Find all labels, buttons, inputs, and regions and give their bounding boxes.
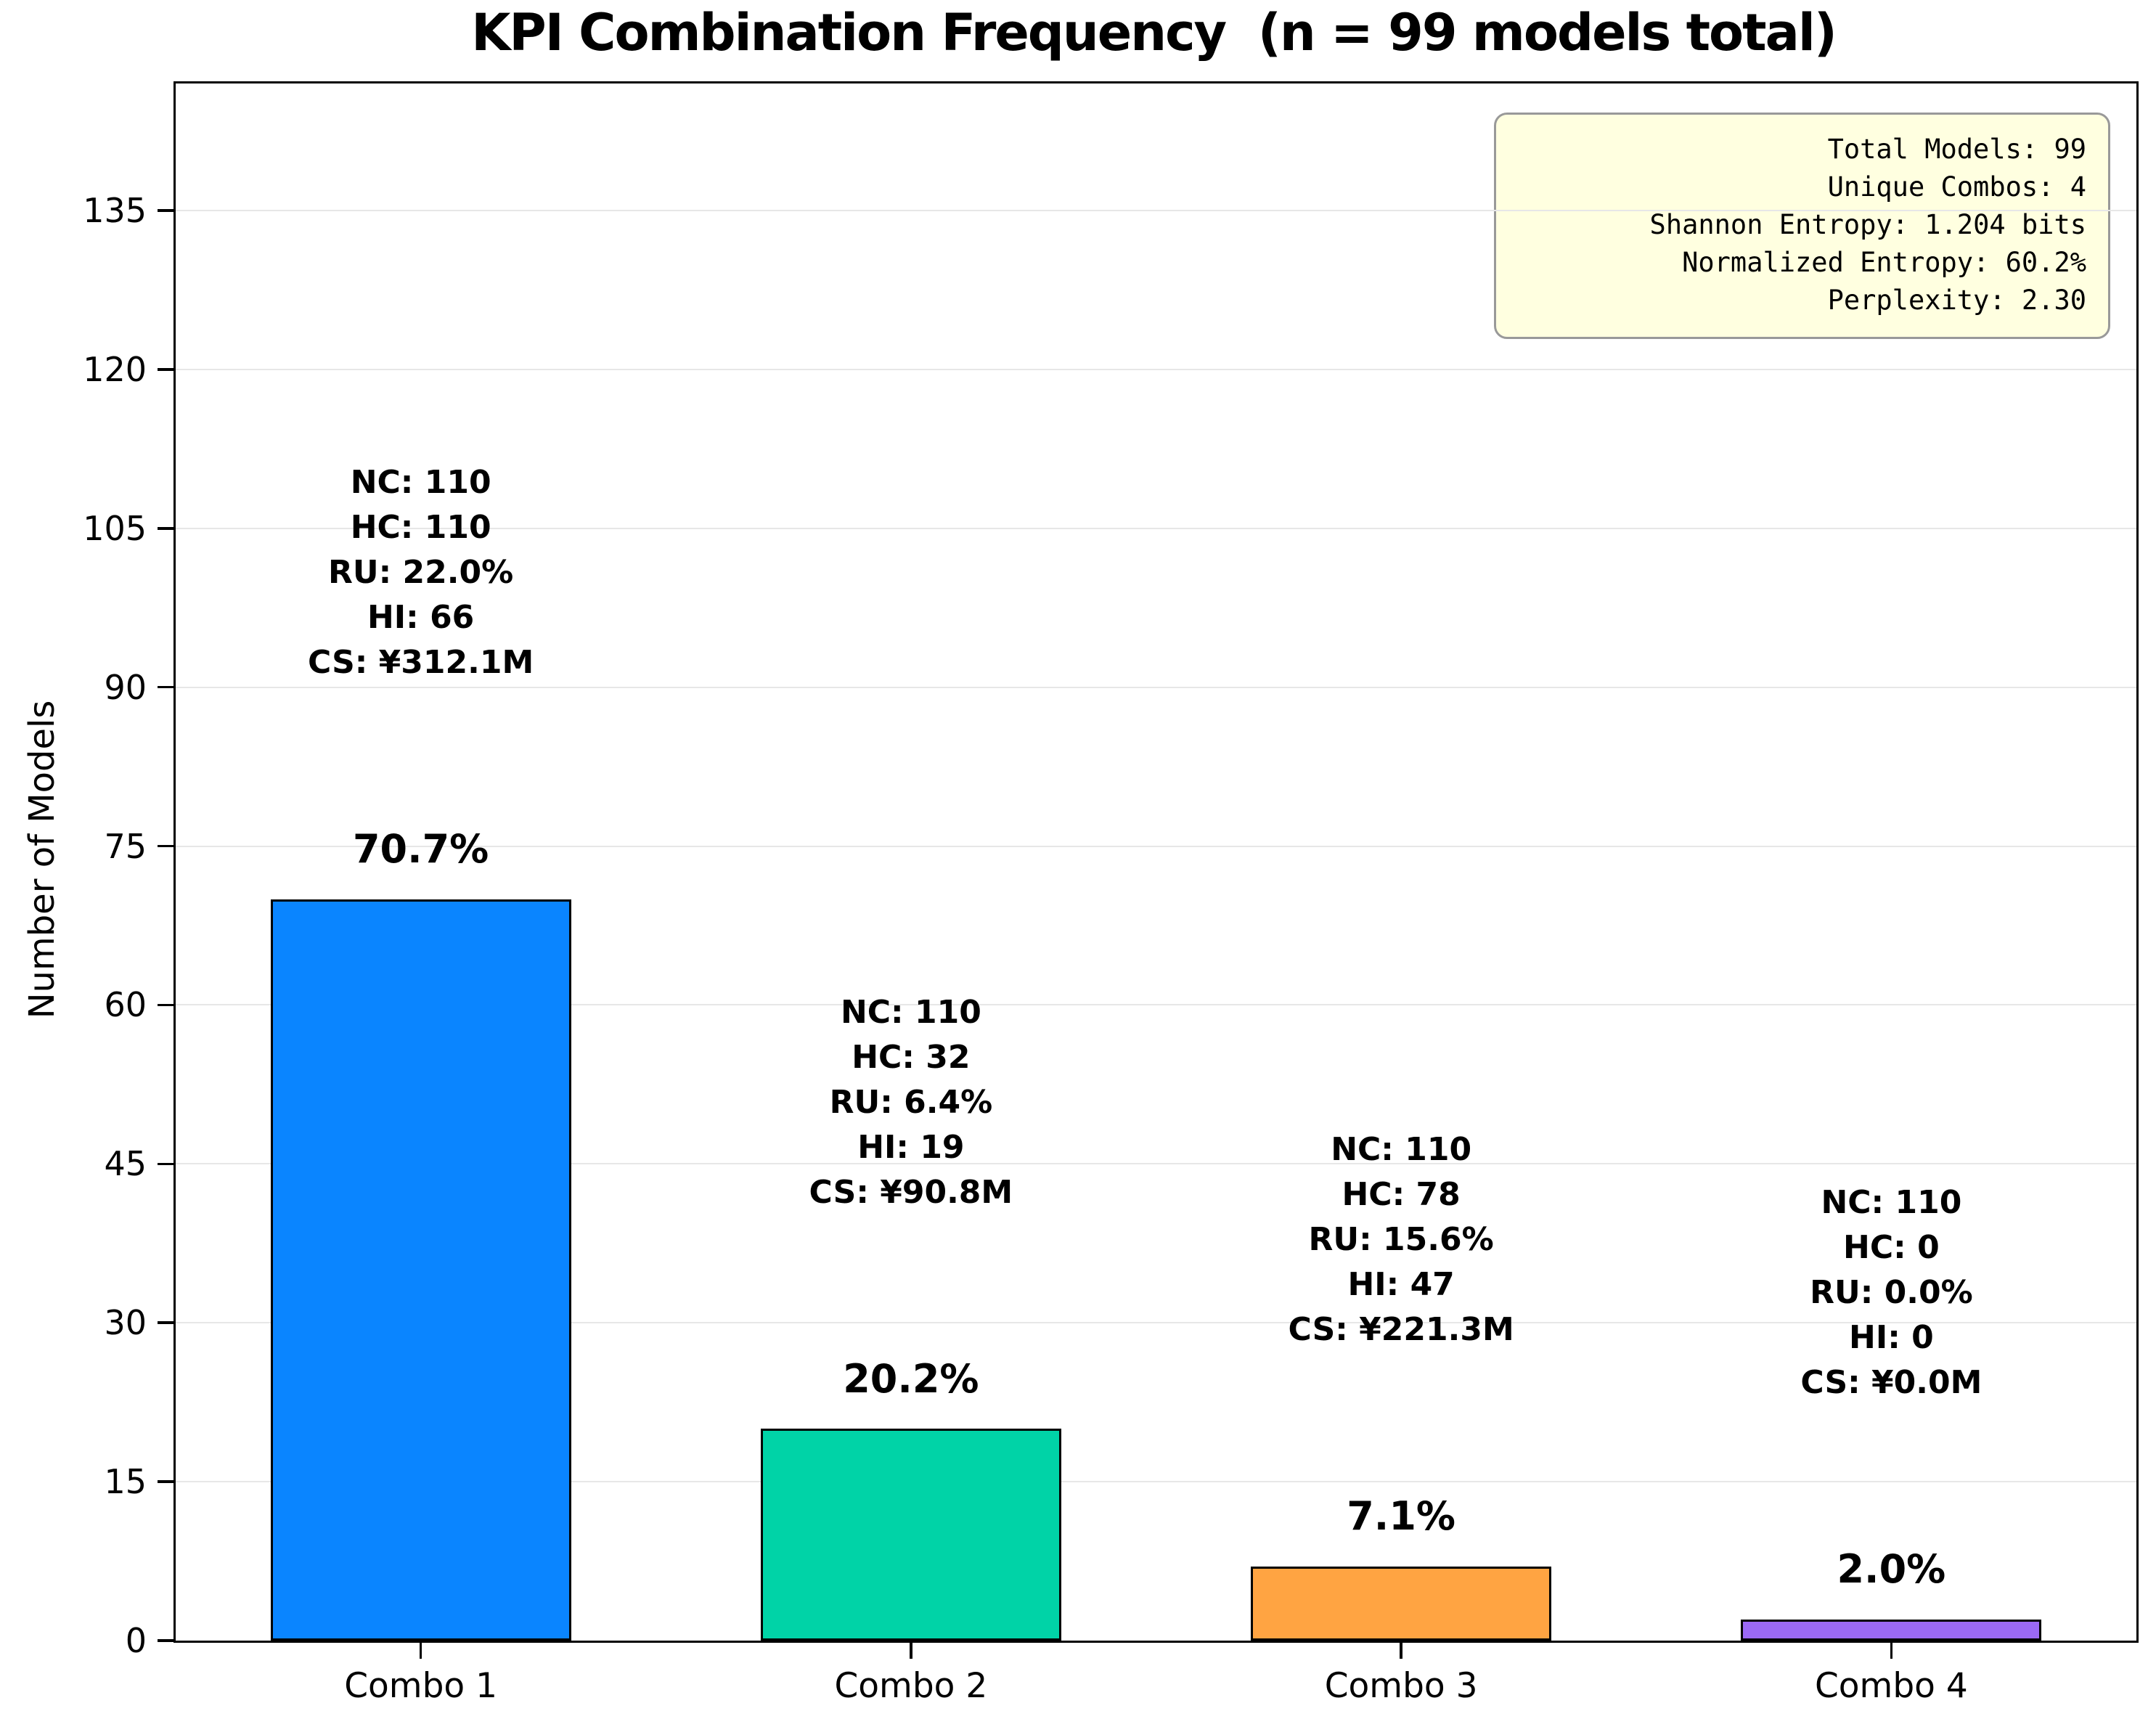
- kpi-annotation-line: HC: 32: [852, 1038, 971, 1076]
- bar-percent-label: 70.7%: [352, 825, 489, 872]
- gridline: [176, 1322, 2136, 1324]
- bar-percent-label: 2.0%: [1837, 1546, 1946, 1593]
- x-tick-label: Combo 2: [834, 1666, 988, 1706]
- bar-combo-2: [760, 1429, 1061, 1641]
- kpi-annotation-line: RU: 15.6%: [1308, 1221, 1494, 1259]
- kpi-annotation-line: HC: 0: [1843, 1229, 1940, 1267]
- chart-title: KPI Combination Frequency (n = 99 models…: [471, 3, 1837, 62]
- kpi-annotation-line: CS: ¥312.1M: [307, 644, 534, 682]
- y-tick-mark: [158, 368, 173, 371]
- bar-combo-4: [1741, 1619, 2042, 1641]
- kpi-annotation-line: HC: 78: [1342, 1176, 1461, 1214]
- gridline: [176, 210, 2136, 212]
- x-tick-label: Combo 4: [1814, 1666, 1968, 1706]
- gridline: [176, 686, 2136, 688]
- y-tick-mark: [158, 1003, 173, 1007]
- bar-combo-3: [1251, 1566, 1552, 1641]
- kpi-annotation-line: CS: ¥90.8M: [809, 1173, 1013, 1211]
- stats-box-line: Perplexity: 2.30: [1827, 285, 2086, 316]
- y-tick-label: 60: [104, 985, 147, 1025]
- kpi-annotation-line: NC: 110: [350, 464, 491, 502]
- gridline: [176, 527, 2136, 529]
- y-tick-mark: [158, 527, 173, 530]
- y-tick-mark: [158, 1480, 173, 1483]
- y-tick-label: 15: [104, 1462, 147, 1502]
- gridline: [176, 845, 2136, 847]
- kpi-annotation-line: NC: 110: [1331, 1131, 1472, 1169]
- x-tick-mark: [1400, 1643, 1402, 1659]
- y-tick-mark: [158, 209, 173, 212]
- stats-box: Total Models: 99 Unique Combos: 4 Shannon …: [1494, 113, 2110, 339]
- kpi-annotation-line: RU: 6.4%: [829, 1083, 993, 1121]
- y-tick-label: 105: [83, 508, 147, 548]
- y-tick-label: 120: [83, 349, 147, 389]
- bar-percent-label: 7.1%: [1347, 1493, 1455, 1540]
- bar-combo-1: [270, 899, 571, 1641]
- gridline: [176, 1004, 2136, 1006]
- stats-box-line: Total Models: 99: [1827, 134, 2086, 165]
- bar-kpi-annotation: NC: 110 HC: 32 RU: 6.4% HI: 19 CS: ¥90.8M: [686, 990, 1136, 1215]
- kpi-annotation-line: RU: 22.0%: [328, 554, 514, 592]
- kpi-annotation-line: HI: 47: [1347, 1266, 1455, 1304]
- plot-area: Total Models: 99 Unique Combos: 4 Shannon …: [83, 81, 2139, 1706]
- gridline: [176, 1481, 2136, 1483]
- y-tick-mark: [158, 1162, 173, 1166]
- x-tick-mark: [1890, 1643, 1893, 1659]
- x-tick-mark: [910, 1643, 912, 1659]
- y-tick-label: 30: [104, 1303, 147, 1343]
- y-tick-label: 90: [104, 667, 147, 707]
- stats-box-line: Normalized Entropy: 60.2%: [1682, 247, 2086, 278]
- kpi-annotation-line: HC: 110: [350, 509, 491, 547]
- bar-percent-label: 20.2%: [843, 1355, 979, 1402]
- bar-kpi-annotation: NC: 110 HC: 0 RU: 0.0% HI: 0 CS: ¥0.0M: [1666, 1180, 2116, 1405]
- gridline: [176, 1163, 2136, 1165]
- y-tick-label: 45: [104, 1144, 147, 1184]
- x-tick-mark: [419, 1643, 422, 1659]
- bar-kpi-annotation: NC: 110 HC: 78 RU: 15.6% HI: 47 CS: ¥221.3M: [1176, 1127, 1626, 1352]
- y-tick-mark: [158, 685, 173, 689]
- kpi-annotation-line: NC: 110: [1821, 1184, 1962, 1222]
- stats-box-line: Shannon Entropy: 1.204 bits: [1649, 209, 2086, 240]
- y-tick-label: 0: [125, 1621, 147, 1660]
- kpi-annotation-line: RU: 0.0%: [1810, 1274, 1973, 1312]
- kpi-annotation-line: CS: ¥221.3M: [1288, 1311, 1514, 1349]
- stats-box-line: Unique Combos: 4: [1827, 171, 2086, 203]
- y-tick-mark: [158, 1321, 173, 1324]
- y-tick-mark: [158, 1639, 173, 1642]
- kpi-annotation-line: HI: 66: [367, 599, 475, 637]
- x-tick-label: Combo 1: [344, 1666, 498, 1706]
- y-tick-label: 135: [83, 191, 147, 231]
- gridline: [176, 368, 2136, 370]
- x-tick-label: Combo 3: [1324, 1666, 1478, 1706]
- kpi-annotation-line: HI: 19: [857, 1128, 965, 1166]
- bar-kpi-annotation: NC: 110 HC: 110 RU: 22.0% HI: 66 CS: ¥312.1M: [196, 460, 646, 685]
- kpi-annotation-line: HI: 0: [1849, 1319, 1934, 1357]
- kpi-annotation-line: CS: ¥0.0M: [1800, 1364, 1983, 1402]
- y-tick-mark: [158, 844, 173, 848]
- y-tick-label: 75: [104, 826, 147, 866]
- kpi-annotation-line: NC: 110: [840, 993, 981, 1031]
